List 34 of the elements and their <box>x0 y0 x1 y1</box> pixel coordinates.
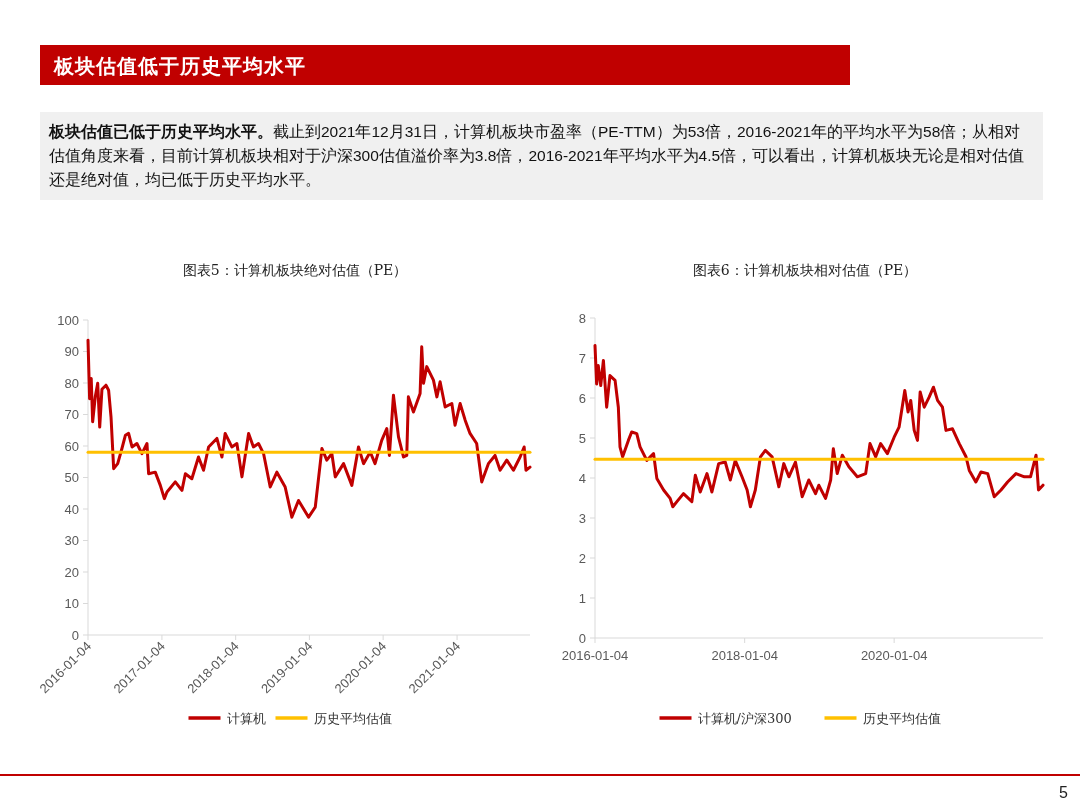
y-tick-label: 60 <box>64 438 79 454</box>
y-tick-label: 7 <box>578 350 586 366</box>
y-tick-label: 90 <box>64 344 79 360</box>
y-tick-label: 70 <box>64 407 79 423</box>
y-tick-label: 40 <box>64 501 79 517</box>
y-tick-label: 80 <box>64 375 79 391</box>
y-tick-label: 20 <box>64 564 79 580</box>
line-series <box>593 344 1045 509</box>
y-tick-label: 0 <box>71 627 79 643</box>
y-tick-label: 50 <box>64 470 79 486</box>
legend-label: 历史平均估值 <box>313 710 392 726</box>
text: 板块估值已低于历史平均水平。 <box>49 123 273 140</box>
x-tick-label: 2018-01-04 <box>711 648 778 663</box>
y-tick-label: 6 <box>578 390 586 406</box>
y-tick-label: 0 <box>578 630 586 646</box>
y-tick-label: 100 <box>57 312 79 328</box>
legend-label: 计算机 <box>226 710 266 726</box>
y-tick-label: 1 <box>578 590 586 606</box>
x-tick-label: 2020-01-04 <box>860 648 928 663</box>
y-tick-label: 30 <box>64 533 79 549</box>
text: 5 <box>1059 784 1068 802</box>
legend-label: 计算机/沪深300 <box>697 710 792 726</box>
y-tick-label: 10 <box>64 596 79 612</box>
y-tick-label: 5 <box>578 430 586 446</box>
line-series <box>86 338 532 519</box>
y-tick-label: 4 <box>578 470 586 486</box>
legend-label: 历史平均估值 <box>862 710 941 726</box>
text: 板块估值低于历史平均水平 <box>54 54 306 79</box>
chart-title: 图表6：计算机板块相对估值（PE） <box>692 262 918 278</box>
x-tick-label: 2016-01-04 <box>561 648 629 663</box>
y-tick-label: 8 <box>578 310 586 326</box>
y-tick-label: 2 <box>578 550 586 566</box>
y-tick-label: 3 <box>578 510 586 526</box>
chart-title: 图表5：计算机板块绝对估值（PE） <box>182 262 408 278</box>
